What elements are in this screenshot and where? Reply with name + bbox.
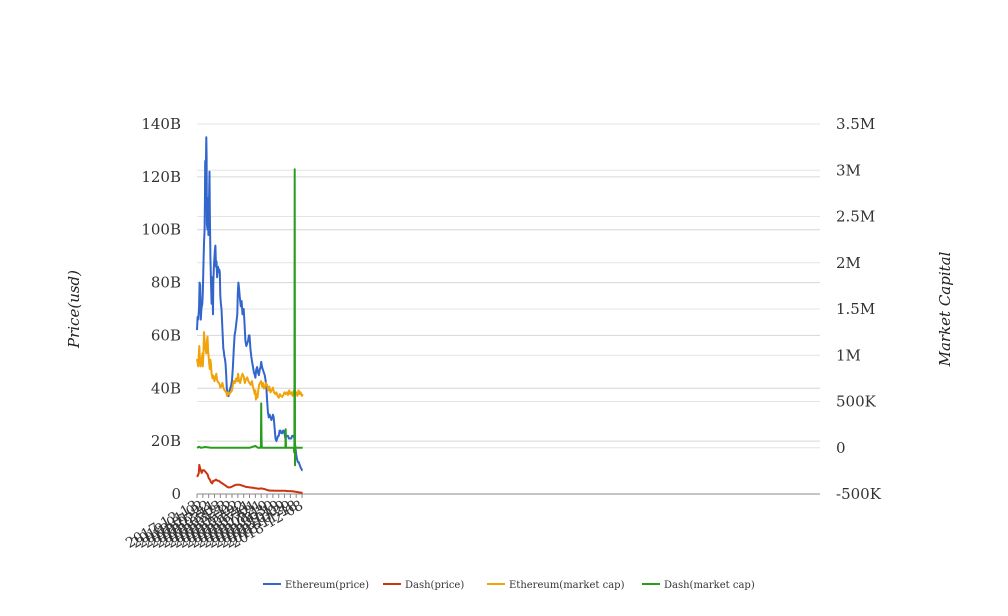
right-tick-label: 2.5M <box>836 208 875 226</box>
left-tick-label: 80B <box>151 274 181 292</box>
series-group <box>196 136 304 494</box>
right-axis-title: Market Capital <box>936 251 954 367</box>
right-tick-label: 2M <box>836 254 861 272</box>
legend-label: Dash(price) <box>405 580 464 591</box>
series-line-ethereum-price <box>196 136 303 472</box>
x-axis: 2017-12-132018-01-022018-01-222018-02-11… <box>123 494 306 552</box>
series-line-ethereum-market-cap <box>196 331 304 401</box>
legend-label: Ethereum(market cap) <box>509 580 625 591</box>
right-tick-label: 1.5M <box>836 300 875 318</box>
right-tick-label: 500K <box>836 393 877 411</box>
left-tick-label: 0 <box>171 485 181 503</box>
right-tick-label: -500K <box>836 485 882 503</box>
left-tick-label: 60B <box>151 326 181 344</box>
right-tick-label: 3.5M <box>836 115 875 133</box>
right-tick-label: 0 <box>836 439 846 457</box>
left-tick-label: 140B <box>141 115 181 133</box>
left-axis-title: Price(usd) <box>65 270 83 349</box>
left-tick-label: 40B <box>151 379 181 397</box>
legend-label: Ethereum(price) <box>285 580 369 591</box>
legend-item: Ethereum(market cap) <box>487 580 625 591</box>
left-tick-label: 20B <box>151 432 181 450</box>
left-tick-label: 100B <box>141 221 181 239</box>
legend: Ethereum(price) Dash(price) Ethereum(marke… <box>263 580 755 591</box>
legend-item: Dash(price) <box>383 580 464 591</box>
legend-label: Dash(market cap) <box>664 580 755 591</box>
right-tick-label: 1M <box>836 346 861 364</box>
right-tick-label: 3M <box>836 161 861 179</box>
series-line-dash-price <box>196 463 303 494</box>
right-y-axis: -500K 0 500K 1M 1.5M 2M 2.5M 3M 3.5M <box>836 115 882 503</box>
grid <box>197 123 820 495</box>
left-tick-label: 120B <box>141 168 181 186</box>
series-line-dash-market-cap <box>196 168 303 467</box>
left-y-axis: 0 20B 40B 60B 80B 100B 120B 140B <box>141 115 181 503</box>
legend-item: Dash(market cap) <box>642 580 755 591</box>
legend-item: Ethereum(price) <box>263 580 369 591</box>
